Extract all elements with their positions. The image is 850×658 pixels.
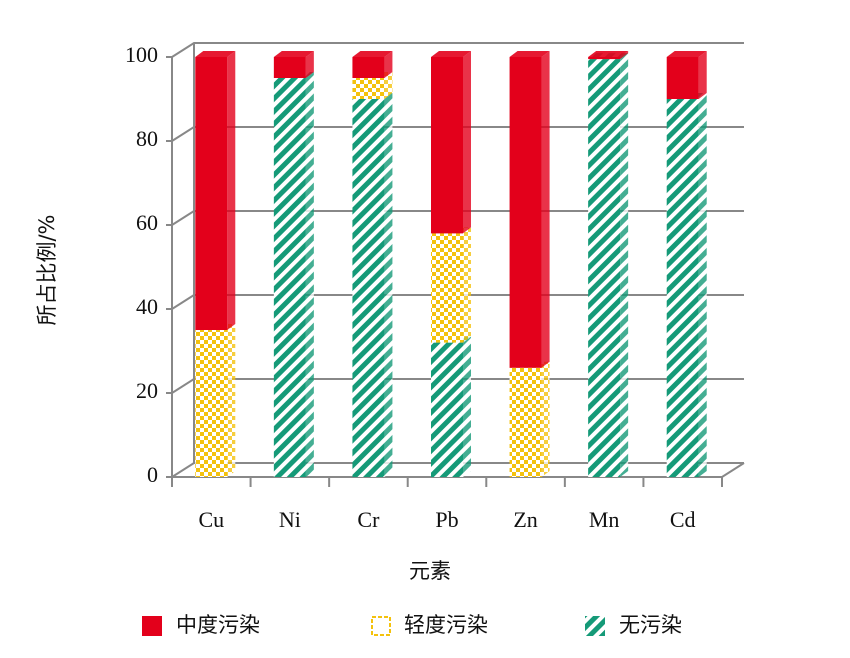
bar-top: [352, 51, 393, 57]
bar-side: [463, 336, 471, 477]
bar-side: [620, 53, 629, 477]
bar-top: [431, 51, 471, 57]
grid-line: [171, 378, 744, 394]
bar-side: [227, 324, 236, 477]
legend-label: 轻度污染: [404, 613, 488, 637]
y-tick-label: 20: [136, 378, 158, 403]
bar-segment: [431, 342, 463, 477]
bar-top: [273, 51, 314, 57]
legend-swatch: [585, 616, 605, 636]
bar-top: [509, 51, 550, 57]
bar-segment: [431, 233, 463, 343]
y-axis-title: 所占比例/%: [35, 214, 59, 325]
x-tick-label: Mn: [589, 507, 620, 532]
bar-top: [195, 51, 236, 57]
bar-side: [463, 51, 471, 234]
bar-side: [620, 51, 629, 60]
bar-side: [463, 227, 471, 343]
legend-label: 中度污染: [176, 613, 260, 637]
bar-side: [305, 51, 314, 78]
bar-segment: [509, 57, 542, 368]
bar-side: [698, 51, 707, 99]
legend-swatch: [371, 616, 391, 636]
bar-segment: [352, 78, 385, 99]
bar-segment: [588, 59, 621, 477]
y-tick-label: 60: [136, 210, 158, 235]
y-tick-label: 40: [136, 294, 158, 319]
bar-side: [541, 51, 550, 368]
bar-top: [588, 51, 629, 57]
legend-label: 无污染: [619, 613, 682, 637]
bar-side: [227, 51, 236, 330]
grid-line: [171, 126, 744, 142]
grid-line: [171, 42, 744, 58]
y-tick-label: 100: [125, 42, 158, 67]
bar-segment: [666, 99, 699, 477]
bar-segment: [273, 57, 306, 78]
bar-segment: [195, 57, 228, 330]
grid-line: [171, 210, 744, 226]
legend-swatch: [142, 616, 162, 636]
x-tick-label: Cu: [198, 507, 224, 532]
bar-segment: [195, 330, 228, 477]
x-tick-label: Ni: [279, 507, 301, 532]
bar-segment: [588, 57, 621, 60]
bar-segment: [352, 57, 385, 78]
bar-side: [541, 361, 550, 477]
bar-segment: [666, 57, 699, 99]
bar-side: [698, 93, 707, 477]
grid-line: [171, 462, 744, 478]
bar-segment: [431, 57, 463, 234]
bar-segment: [352, 99, 385, 477]
bar-top: [666, 51, 707, 57]
bar-segment: [509, 367, 542, 477]
x-axis-title: 元素: [409, 559, 451, 583]
bar-side: [384, 93, 393, 477]
x-tick-label: Cr: [357, 507, 380, 532]
y-tick-label: 80: [136, 126, 158, 151]
x-tick-label: Cd: [670, 507, 696, 532]
x-tick-label: Zn: [513, 507, 537, 532]
bar-side: [384, 51, 393, 78]
y-tick-label: 0: [147, 462, 158, 487]
bar-segment: [273, 78, 306, 477]
x-tick-label: Pb: [435, 507, 458, 532]
grid-line: [171, 294, 744, 310]
bar-side: [384, 72, 393, 99]
bar-side: [305, 72, 314, 477]
